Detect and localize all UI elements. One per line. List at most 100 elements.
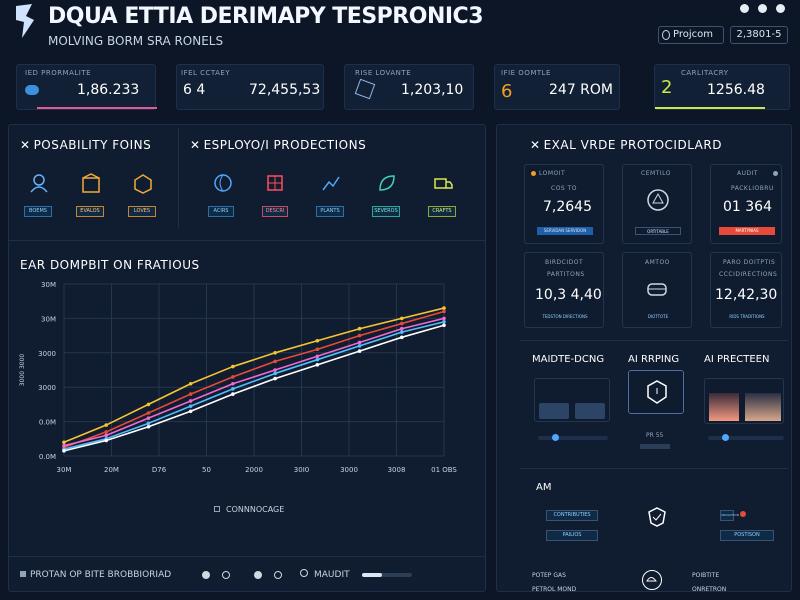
- am-tag-4[interactable]: POSTISON: [720, 530, 774, 541]
- radio-icon[interactable]: [222, 571, 230, 579]
- clock-icon[interactable]: [254, 571, 262, 579]
- leaf-icon[interactable]: [376, 172, 398, 194]
- kpi-card-3[interactable]: RISE LOVANTE 1,203,10: [344, 64, 474, 110]
- y-axis-label: 3000 3000: [19, 354, 26, 387]
- card-tag: TEDSTON DIRECTIONS: [542, 314, 588, 319]
- kpi-accent-bar: [655, 107, 765, 109]
- kpi-card-5[interactable]: CARLITACRY 2 1256.48: [654, 64, 790, 110]
- series-point: [104, 430, 109, 434]
- card-tag: RIDS TRADITIONS: [729, 314, 765, 319]
- series-line-3: [63, 317, 445, 447]
- mid-slider-right[interactable]: [708, 434, 784, 441]
- card-label: CEMTILO: [641, 170, 671, 177]
- bottom-label-4: ONRETRON: [692, 586, 727, 593]
- settings-icon[interactable]: [740, 4, 749, 13]
- protocol-card-5[interactable]: AMTOO DIOTTOTE: [622, 252, 692, 328]
- menu-icon[interactable]: [20, 571, 26, 577]
- section-divider: [8, 556, 486, 557]
- mid-tag-bar: [640, 444, 670, 449]
- series-point: [188, 381, 193, 386]
- series-point: [442, 316, 446, 321]
- mid-title-2: AI RRPING: [628, 354, 680, 365]
- mid-bar: [539, 403, 569, 419]
- card-tag: ORTITABLE: [635, 227, 681, 235]
- series-point: [273, 371, 277, 376]
- footer-slider[interactable]: [362, 573, 412, 577]
- section-divider: [178, 128, 179, 228]
- chart-icon[interactable]: [320, 172, 342, 194]
- esployon-tag-5[interactable]: CRAFTS: [428, 206, 456, 217]
- grid-icon[interactable]: [264, 172, 286, 194]
- cube-icon[interactable]: [132, 172, 154, 194]
- truck-icon[interactable]: [432, 172, 454, 194]
- close-icon[interactable]: ✕: [530, 138, 541, 152]
- people-icon: [25, 85, 39, 95]
- y-tick-label: 0.0M: [39, 453, 56, 461]
- mid-panel-center[interactable]: [628, 370, 684, 414]
- mid-panel-left[interactable]: [534, 378, 610, 422]
- card-value: 10,3 4,40: [535, 287, 602, 303]
- am-tag-3[interactable]: ORDLOTION: [720, 510, 739, 521]
- series-point: [188, 404, 193, 408]
- minimize-icon[interactable]: [758, 4, 767, 13]
- kpi-label: IFIE OOMTLE: [501, 69, 551, 77]
- possibility-tag-1[interactable]: BOEMS: [24, 206, 52, 217]
- esployon-tag-4[interactable]: SEVEROS: [372, 206, 400, 217]
- kpi-label: RISE LOVANTE: [355, 69, 412, 77]
- card-tag: SERVIDAN SERVIDON: [537, 227, 593, 235]
- close-icon[interactable]: [776, 4, 785, 13]
- card-label: LOMOIT: [539, 170, 566, 177]
- x-tick-label: 01 OBS: [431, 466, 457, 474]
- app-logo-icon: [10, 2, 40, 42]
- protocol-card-3[interactable]: AUDIT PACKLIOBRU 01 364 MARTYNIAS: [710, 164, 782, 244]
- series-point: [399, 335, 404, 340]
- series-point: [146, 402, 151, 407]
- shield-check-icon[interactable]: [646, 506, 668, 528]
- circle-icon[interactable]: [274, 571, 282, 579]
- esployon-tag-2[interactable]: DESCRI: [262, 206, 288, 217]
- series-point: [315, 347, 320, 352]
- card-sub: COS TO: [551, 185, 578, 192]
- protocol-card-4[interactable]: BIRDCIDOT PARTITONS 10,3 4,40 TEDSTON DI…: [524, 252, 604, 328]
- am-title: AM: [536, 482, 552, 493]
- chart-legend[interactable]: CONNNOCAGE: [214, 505, 284, 514]
- kpi-card-2[interactable]: IFEL CCTAEY 6 4 72,455,53: [176, 64, 324, 110]
- info-icon[interactable]: [202, 571, 210, 579]
- possibility-title: ✕ POSABILITY FOINS: [20, 138, 152, 152]
- building-icon[interactable]: [80, 172, 102, 194]
- kpi-card-1[interactable]: IED PRORMALITE 1,86.233: [16, 64, 157, 110]
- mid-panel-right[interactable]: [704, 378, 784, 424]
- esployon-tag-1[interactable]: ACIRS: [208, 206, 234, 217]
- date-range-selector[interactable]: 2,3801-5: [730, 26, 788, 44]
- x-tick-label: D76: [152, 466, 167, 474]
- kpi-label: CARLITACRY: [681, 69, 729, 77]
- mid-slider-left[interactable]: [538, 434, 608, 441]
- possibility-tag-3[interactable]: LOVES: [128, 206, 156, 217]
- kpi-card-4[interactable]: IFIE OOMTLE 6 247 ROM: [494, 64, 620, 110]
- series-point: [62, 443, 66, 448]
- series-point: [357, 344, 362, 348]
- series-point: [442, 320, 446, 324]
- possibility-tag-2[interactable]: EVALOS: [76, 206, 104, 217]
- kpi-value: 247 ROM: [549, 82, 613, 98]
- am-tag-1[interactable]: CONTRIBUTIES: [546, 510, 598, 521]
- close-icon[interactable]: ✕: [190, 138, 201, 152]
- audit-label: MAUDIT: [300, 569, 350, 580]
- protocol-card-6[interactable]: PARO DOITPTIS CCCIDIRECTIONS 12,42,30 RI…: [710, 252, 782, 328]
- globe-icon[interactable]: [212, 172, 234, 194]
- slider-knob: [552, 434, 559, 441]
- bottom-app-icon[interactable]: [642, 570, 662, 590]
- x-tick-label: 3008: [388, 466, 406, 474]
- project-selector[interactable]: Projcom: [658, 26, 724, 44]
- close-icon[interactable]: ✕: [20, 138, 31, 152]
- series-point: [146, 424, 151, 429]
- protocol-card-2[interactable]: CEMTILO ORTITABLE: [622, 164, 692, 244]
- am-tag-2[interactable]: PAILIOS: [546, 530, 598, 541]
- esployon-tag-3[interactable]: PLANTS: [316, 206, 344, 217]
- series-point: [146, 411, 151, 415]
- x-tick-label: 3000: [340, 466, 358, 474]
- protocol-card-1[interactable]: LOMOIT COS TO 7,2645 SERVIDAN SERVIDON: [524, 164, 604, 244]
- person-icon[interactable]: [28, 172, 50, 194]
- x-tick-label: 20M: [104, 466, 119, 474]
- left-main-panel: [8, 124, 486, 592]
